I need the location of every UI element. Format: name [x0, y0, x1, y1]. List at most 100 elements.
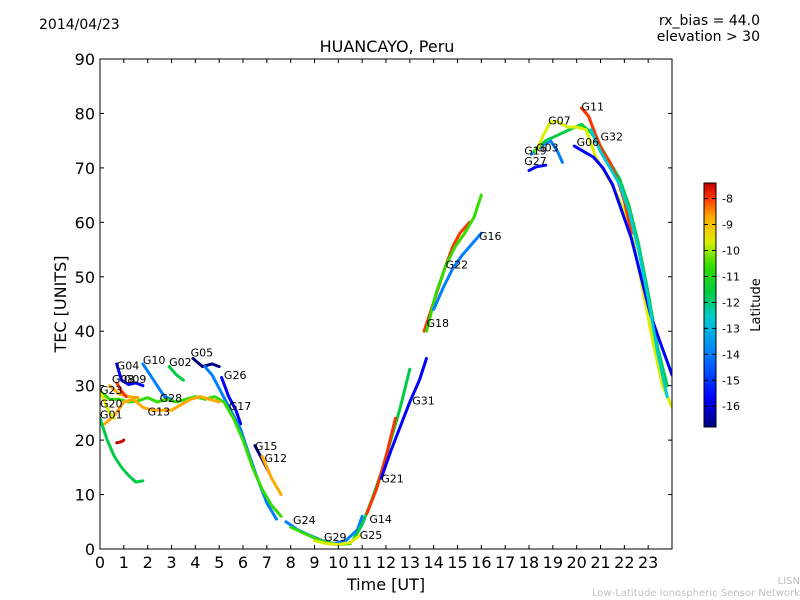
x-tick-label: 5: [214, 553, 224, 572]
rx-bias-label: rx_bias = 44.0: [658, 13, 760, 29]
series-label-g14: G14: [369, 513, 392, 526]
series-line-g05: [191, 356, 221, 369]
series-line-g16: [432, 231, 483, 311]
colorbar-tick-label: -11: [722, 270, 740, 283]
series-label-g15: G15: [255, 440, 278, 453]
x-tick-label: 15: [447, 553, 467, 572]
y-tick-label: 30: [75, 377, 95, 396]
x-tick-label: 2: [143, 553, 153, 572]
colorbar-tick-label: -13: [722, 322, 740, 335]
series-label-g31: G31: [412, 395, 435, 408]
series-line-g20: [100, 416, 145, 484]
series-line-g23: [100, 389, 116, 420]
series-line-g31: [379, 356, 428, 480]
x-tick-label: 13: [400, 553, 420, 572]
series-line-g09: [115, 381, 128, 399]
series-label-g20: G20: [100, 397, 123, 410]
series-label-g25: G25: [360, 529, 383, 542]
x-tick-label: 22: [614, 553, 634, 572]
series-line-g22: [425, 193, 483, 333]
y-tick-label: 90: [75, 50, 95, 69]
series-label-g21: G21: [381, 473, 404, 486]
series-label-g11: G11: [581, 101, 604, 114]
colorbar-tick-label: -15: [722, 374, 740, 387]
series-line-g10: [141, 362, 173, 401]
x-tick-label: 23: [638, 553, 658, 572]
series-label-g24: G24: [293, 514, 316, 527]
series-line-g27: [527, 163, 548, 173]
series-label-g22: G22: [446, 259, 469, 272]
y-tick-label: 70: [75, 159, 95, 178]
x-tick-label: 10: [328, 553, 348, 572]
series-line-g01: [115, 438, 126, 445]
colorbar: [703, 182, 717, 428]
series-label-g28: G28: [160, 392, 183, 405]
series-label-g07: G07: [548, 114, 571, 127]
series-line-g25: [313, 533, 362, 547]
x-tick-label: 18: [519, 553, 539, 572]
x-tick-label: 17: [495, 553, 515, 572]
series-label-g27: G27: [524, 155, 547, 168]
y-tick-label: 50: [75, 268, 95, 287]
y-tick-label: 80: [75, 104, 95, 123]
x-tick-label: 12: [376, 553, 396, 572]
series-line-g07: [534, 120, 672, 409]
series-label-g05: G05: [191, 346, 214, 359]
series-line-g32: [589, 128, 669, 399]
series-line-g26: [220, 376, 243, 426]
series-label-g04: G04: [117, 359, 140, 372]
series-line-g21: [365, 416, 397, 516]
x-tick-label: 14: [423, 553, 443, 572]
chart-title: HUANCAYO, Peru: [319, 37, 455, 56]
y-tick-label: 40: [75, 322, 95, 341]
series-label-g17: G17: [229, 400, 252, 413]
y-tick-label: 0: [85, 540, 95, 559]
y-tick-label: 10: [75, 486, 95, 505]
series-label-g29: G29: [324, 531, 347, 544]
x-tick-label: 20: [566, 553, 586, 572]
x-tick-label: 1: [119, 553, 129, 572]
x-tick-label: 6: [238, 553, 248, 572]
x-tick-label: 0: [95, 553, 105, 572]
series-label-g26: G26: [224, 369, 247, 382]
x-tick-label: 7: [262, 553, 272, 572]
series-label-g18: G18: [427, 317, 450, 330]
series-label-g23: G23: [100, 384, 123, 397]
series-line-g02: [167, 365, 185, 382]
series-label-g13: G13: [148, 406, 171, 419]
colorbar-label: Latitude: [749, 278, 764, 332]
colorbar-tick-label: -10: [722, 244, 740, 257]
colorbar-tick-label: -14: [722, 348, 740, 361]
credit-lisn: LISN: [777, 576, 800, 587]
series-label-g02: G02: [169, 356, 192, 369]
credit-network: Low-Latitude Ionospheric Sensor Network: [592, 588, 800, 599]
colorbar-tick-label: -12: [722, 296, 740, 309]
colorbar-tick-label: -9: [722, 219, 733, 232]
series-line-g12: [260, 454, 283, 497]
series-label-g19: G19: [524, 144, 547, 157]
y-tick-label: 20: [75, 431, 95, 450]
x-tick-label: 8: [286, 553, 296, 572]
y-tick-label: 60: [75, 213, 95, 232]
x-tick-label: 4: [190, 553, 200, 572]
series-label-g08: G08: [112, 373, 135, 386]
series-line-g04: [115, 362, 145, 388]
colorbar-tick-label: -8: [722, 193, 733, 206]
x-tick-label: 9: [309, 553, 319, 572]
x-axis-label: Time [UT]: [346, 575, 425, 594]
series-label-g03: G03: [536, 142, 559, 155]
x-tick-label: 16: [471, 553, 491, 572]
x-tick-label: 11: [352, 553, 372, 572]
series-line-g28: [100, 389, 283, 518]
series-label-g32: G32: [601, 131, 624, 144]
colorbar-tick-label: -16: [722, 400, 740, 413]
elevation-label: elevation > 30: [656, 29, 760, 45]
x-tick-label: 3: [166, 553, 176, 572]
series-label-g09: G09: [124, 373, 147, 386]
date-label: 2014/04/23: [39, 17, 120, 33]
series-label-g16: G16: [479, 230, 502, 243]
y-axis-label: TEC [UNITS]: [51, 256, 70, 354]
series-line-g13: [103, 395, 221, 426]
x-tick-label: 21: [590, 553, 610, 572]
